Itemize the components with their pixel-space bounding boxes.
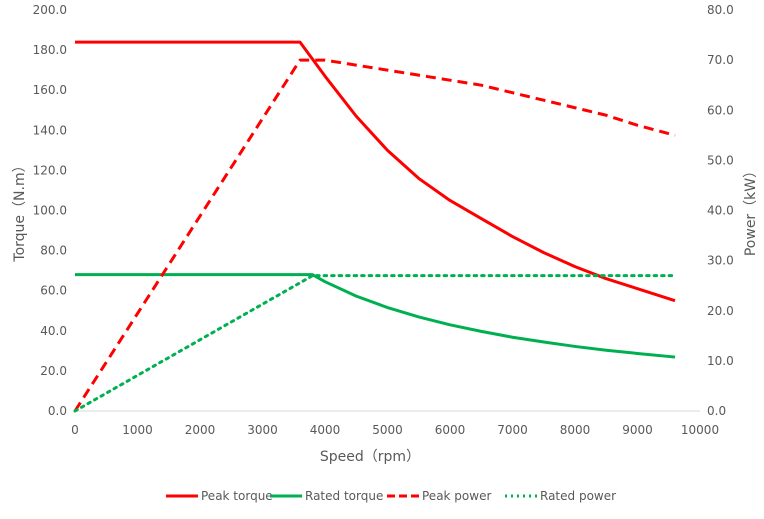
- x-tick-label: 1000: [122, 423, 153, 437]
- y-tick-label: 160.0: [33, 83, 67, 97]
- y-axis-title: Torque（N.m）: [12, 158, 28, 262]
- y-tick-label: 80.0: [40, 244, 67, 258]
- y2-tick-label: 0.0: [707, 404, 726, 418]
- y-tick-label: 100.0: [33, 204, 67, 218]
- x-tick-label: 10000: [681, 423, 719, 437]
- y2-tick-label: 40.0: [707, 204, 734, 218]
- y2-tick-label: 20.0: [707, 304, 734, 318]
- x-tick-label: 0: [71, 423, 79, 437]
- y2-tick-label: 70.0: [707, 53, 734, 67]
- x-tick-label: 5000: [372, 423, 403, 437]
- y-tick-label: 60.0: [40, 284, 67, 298]
- x-tick-label: 8000: [560, 423, 591, 437]
- series-line-rated-power: [73, 274, 677, 413]
- y-tick-label: 0.0: [48, 404, 67, 418]
- legend: Peak torque Rated torque Peak power Rated p…: [166, 489, 616, 503]
- y2-tick-label: 50.0: [707, 153, 734, 167]
- y-tick-label: 40.0: [40, 324, 67, 338]
- y2-tick-label: 80.0: [707, 3, 734, 17]
- y2-axis-title: Power（kW）: [743, 164, 759, 256]
- x-tick-label: 4000: [310, 423, 341, 437]
- y2-tick-label: 30.0: [707, 254, 734, 268]
- y-tick-label: 120.0: [33, 163, 67, 177]
- y-tick-label: 140.0: [33, 123, 67, 137]
- x-tick-label: 2000: [185, 423, 216, 437]
- y-tick-label: 200.0: [33, 3, 67, 17]
- x-tick-label: 3000: [247, 423, 278, 437]
- series-line-rated-torque: [75, 273, 676, 359]
- x-axis-title: Speed（rpm）: [320, 449, 420, 465]
- y2-tick-label: 60.0: [707, 103, 734, 117]
- x-tick-label: 7000: [497, 423, 528, 437]
- y-tick-label: 180.0: [33, 43, 67, 57]
- series-line-peak-torque: [75, 40, 676, 303]
- legend-label: Peak torque: [201, 489, 273, 503]
- y-tick-label: 20.0: [40, 364, 67, 378]
- legend-label: Rated torque: [305, 489, 383, 503]
- y2-tick-label: 10.0: [707, 354, 734, 368]
- series-line-peak-power: [73, 58, 676, 412]
- legend-label: Rated power: [540, 489, 616, 503]
- x-tick-label: 9000: [622, 423, 653, 437]
- x-tick-label: 6000: [435, 423, 466, 437]
- legend-label: Peak power: [422, 489, 491, 503]
